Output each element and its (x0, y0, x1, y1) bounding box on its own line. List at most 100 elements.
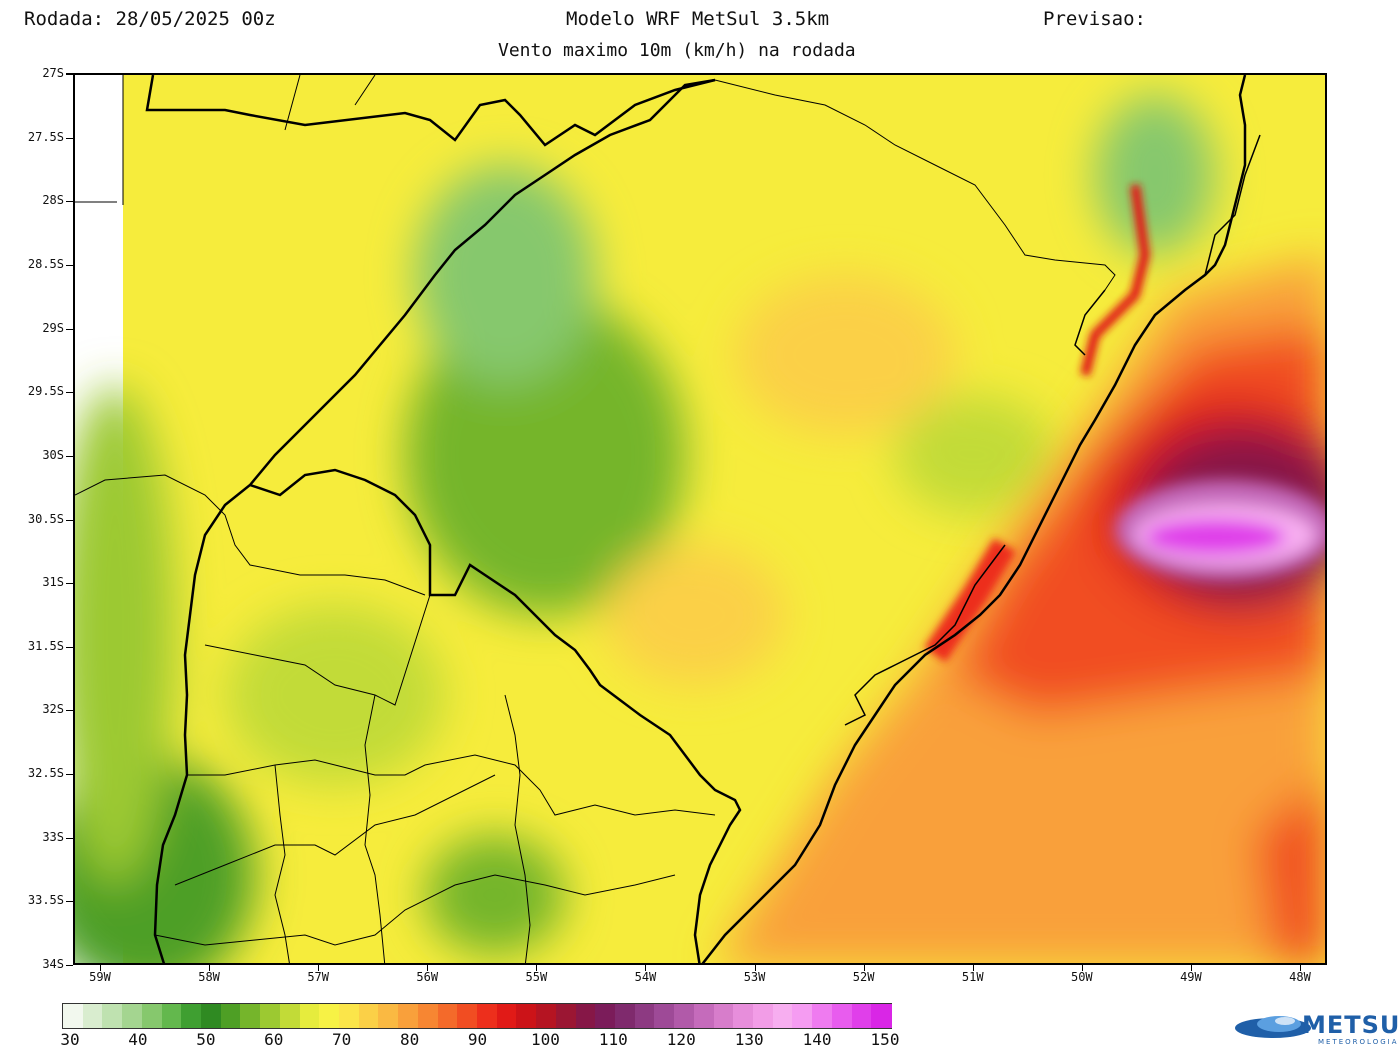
lon-label: 56W (416, 970, 439, 984)
run-label: Rodada: 28/05/2025 00z (24, 8, 276, 30)
wind-field-canvas (75, 75, 1325, 963)
colorbar-segment (378, 1004, 399, 1028)
colorbar-label: 30 (60, 1030, 80, 1049)
colorbar-segment (417, 1004, 439, 1028)
lat-label: 30S (42, 447, 64, 462)
lat-label: 28.5S (27, 256, 64, 271)
lon-label: 50W (1070, 970, 1093, 984)
colorbar-segment (713, 1004, 734, 1028)
colorbar-label: 150 (870, 1030, 900, 1049)
colorbar-label: 120 (666, 1030, 696, 1049)
wind-maximum-core (1115, 480, 1325, 580)
lat-label: 31S (42, 575, 64, 590)
lat-tick (66, 710, 73, 712)
colorbar-label: 100 (530, 1030, 560, 1049)
colorbar-label: 50 (196, 1030, 216, 1049)
metsul-logo-icon (1235, 1016, 1311, 1038)
lat-label: 33S (42, 829, 64, 844)
colorbar-segment (674, 1004, 695, 1028)
colorbar-label: 130 (734, 1030, 764, 1049)
lat-tick (66, 901, 73, 903)
lon-label: 58W (198, 970, 220, 984)
lon-tick (100, 965, 101, 971)
lat-label: 27S (42, 66, 64, 80)
lat-label: 33.5S (27, 893, 64, 908)
colorbar-segment (279, 1004, 301, 1028)
lon-tick (972, 965, 974, 971)
colorbar-segment (319, 1004, 340, 1028)
colorbar-segment (575, 1004, 596, 1028)
colorbar-segment (82, 1004, 104, 1028)
lon-label: 55W (525, 970, 548, 984)
colorbar-segment (240, 1004, 261, 1028)
lat-label: 27.5S (27, 129, 64, 144)
colorbar-segment (516, 1004, 537, 1028)
lon-tick (536, 965, 538, 971)
lon-label: 54W (634, 970, 657, 984)
colorbar-segment (654, 1004, 675, 1028)
lon-tick (754, 965, 756, 971)
colorbar-segment (831, 1004, 853, 1028)
boundaries (75, 75, 1261, 963)
model-title: Modelo WRF MetSul 3.5km (566, 8, 830, 30)
lat-tick (66, 328, 73, 330)
lat-label: 32.5S (27, 766, 64, 781)
colorbar-segment (693, 1004, 715, 1028)
colorbar-segment (181, 1004, 202, 1028)
colorbar-label: 70 (332, 1030, 352, 1049)
lon-label: 51W (961, 970, 984, 984)
colorbar-segment (260, 1004, 281, 1028)
lon-label: 49W (1180, 970, 1202, 984)
colorbar-segment (201, 1004, 222, 1028)
lat-tick (66, 137, 73, 139)
colorbar (62, 1003, 892, 1029)
lat-label: 29S (42, 320, 64, 335)
colorbar-segment (851, 1004, 872, 1028)
colorbar-label: 90 (467, 1030, 488, 1049)
lon-tick (645, 965, 647, 971)
colorbar-segment (555, 1004, 577, 1028)
logo-subtitle: METEOROLOGIA (1318, 1038, 1399, 1046)
colorbar-segment (634, 1004, 656, 1028)
lat-label: 30.5S (27, 511, 64, 526)
colorbar-label: 140 (802, 1030, 832, 1049)
lat-label: 29.5S (27, 384, 64, 399)
colorbar-segment (792, 1004, 813, 1028)
colorbar-segment (457, 1004, 478, 1028)
logo-name: METSUL (1302, 1011, 1400, 1039)
colorbar-segment (358, 1004, 380, 1028)
colorbar-segment (220, 1004, 242, 1028)
wind-map (73, 73, 1327, 965)
colorbar-segment (141, 1004, 163, 1028)
lon-tick (209, 965, 211, 971)
colorbar-segment (122, 1004, 143, 1028)
lon-tick (1300, 965, 1301, 971)
lon-label: 48W (1289, 970, 1311, 984)
lon-tick (427, 965, 429, 971)
lat-tick (66, 774, 73, 776)
lat-label: 28S (42, 193, 64, 208)
colorbar-segment (812, 1004, 833, 1028)
map-subtitle: Vento maximo 10m (km/h) na rodada (498, 40, 856, 61)
lat-label: 31.5S (27, 638, 64, 653)
colorbar-segment (437, 1004, 458, 1028)
colorbar-segment (733, 1004, 754, 1028)
lat-tick (66, 392, 73, 394)
coastal-lagoon-band (924, 184, 1151, 663)
lon-label: 52W (852, 970, 875, 984)
colorbar-label: 40 (128, 1030, 148, 1049)
colorbar-segment (871, 1004, 892, 1028)
lat-tick (66, 73, 73, 74)
lat-tick (66, 837, 73, 839)
colorbar-segment (299, 1004, 320, 1028)
colorbar-segment (496, 1004, 518, 1028)
lon-tick (318, 965, 320, 971)
lon-label: 57W (307, 970, 330, 984)
lat-label: 34S (42, 957, 64, 971)
colorbar-segment (595, 1004, 616, 1028)
lat-tick (66, 455, 73, 457)
colorbar-segment (63, 1004, 84, 1028)
colorbar-segment (161, 1004, 182, 1028)
lon-tick (1190, 965, 1192, 971)
lat-tick (66, 201, 73, 203)
